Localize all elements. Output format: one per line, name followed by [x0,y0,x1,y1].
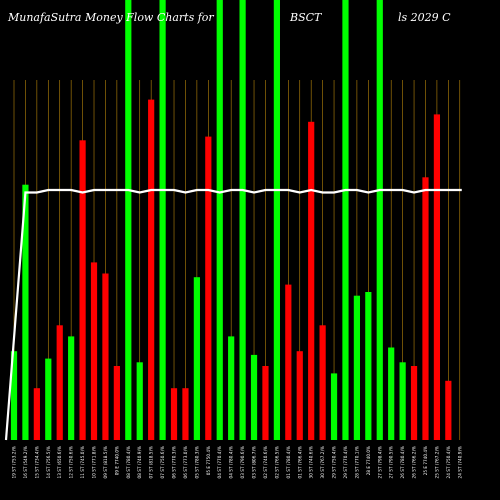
x-tick-label: 07 ST (750.6)% [160,446,165,478]
bar-18 [216,0,223,440]
x-tick-label: 06 ST (770.3)% [172,446,177,478]
x-tick-label: 07 ST (818.5)% [149,446,154,478]
chart-title: MunafaSutra Money Flow Charts for BSCT l… [0,11,500,31]
x-tick-label: 27 ST (790.5)% [389,446,394,478]
x-tick-label: 03 ST (790.6)% [240,446,245,478]
title-right: ls 2029 C [398,11,451,24]
bar-25 [296,351,303,440]
x-tick-label: 02 ST (740.6)% [263,446,268,478]
x-tick-label: 24 ST (740.9)% [457,446,462,478]
bars [10,0,452,441]
x-tick-label: 10 ST (771.8)% [92,446,97,478]
bar-21 [250,354,258,440]
x-tick-label: 04 ST (770.4)% [217,446,222,478]
x-tick-label: 26 ST (766.2)% [412,446,417,478]
x-tick-label: 13 ST (650.6)% [57,446,62,478]
bar-6 [79,140,86,441]
bar-27 [319,325,326,440]
x-tick-label: 09 E 7740.0% [114,446,119,475]
bar-26 [308,121,315,441]
bar-36 [422,177,429,441]
x-tick-label: 03 ST (806.7)% [252,446,257,478]
bar-15 [182,388,189,440]
x-tick-label: 24 ST (750.4)% [446,446,451,478]
bar-3 [45,358,52,440]
x-tick-label: 28 ST (770.1)% [354,446,359,478]
bar-28 [330,373,338,440]
bar-33 [388,347,395,440]
x-tick-label: 09 ST (818.5)% [103,446,108,478]
x-tick-label: 19 ST (753.2)% [12,446,17,478]
money-flow-line [4,188,462,441]
x-tick-label: 12 ST (750.6)% [69,446,74,478]
bar-9 [113,366,120,440]
x-tick-label: 02 ST (766.5)% [274,446,279,478]
x-tick-label: 29 ST (750.4)% [332,446,337,478]
bar-22 [262,366,269,440]
bar-29 [342,0,349,440]
bar-17 [205,136,212,440]
bar-37 [433,114,441,441]
x-tick-label: 30 ST (740.6)% [309,446,314,478]
x-tick-label: 11 ST (745.0)% [80,446,85,478]
bar-2 [33,388,40,440]
x-tick-label: 04 ST (780.4)% [229,446,234,478]
x-tick-label: 05 ST (780.3)% [194,446,199,478]
bar-10 [125,0,132,440]
x-tick-label: 08 ST (740.9)% [137,446,142,478]
title-symbol: BSCT [290,11,322,24]
bar-24 [285,284,292,440]
bar-23 [273,0,280,440]
x-tick-label: 16 ST (549.2)% [23,446,28,478]
bar-16 [193,277,200,440]
x-tick-label: 14 ST (756.5)% [46,446,51,478]
x-tick-label: 05 E 7750.4% [206,446,211,475]
bar-1 [22,184,29,440]
bar-0 [10,351,18,440]
bar-31 [365,292,372,440]
bar-32 [376,0,383,440]
x-tick-label: 30 ST (767.2)% [320,446,325,478]
bar-20 [239,0,246,440]
bar-12 [148,99,155,440]
x-tick-label: 25 ST (767.2)% [434,446,439,478]
bar-13 [159,0,166,440]
x-tick-label: 15 ST (734.4)% [34,446,39,478]
bar-19 [228,336,235,440]
bar-30 [353,295,360,440]
bar-35 [410,366,418,440]
x-tick-label: 01 ST (780.4)% [286,446,291,478]
x-tick-label: 01 ST (766.4)% [297,446,302,478]
x-tick-label: 06 ST (773.0)% [183,446,188,478]
x-tick-label: 29 ST (770.4)% [343,446,348,478]
x-tick-label: 26 ST (780.4)% [400,446,405,478]
bar-7 [90,262,98,440]
bar-4 [56,325,63,440]
bar-8 [102,273,109,440]
bar-11 [136,362,143,440]
title-left: MunafaSutra Money Flow Charts for [8,11,214,24]
bar-34 [399,362,406,440]
x-tick-label: 28 E 7740.0% [366,446,371,475]
x-tick-label: 08 ST (780.4)% [126,446,131,478]
bar-5 [68,336,75,440]
bar-14 [170,388,178,440]
x-axis-labels: 19 ST (753.2)% 16 ST (549.2)% 15 ST (734.4… [12,446,463,478]
x-tick-label: 25 E 7740.4% [423,446,428,475]
bar-38 [445,380,452,440]
x-tick-label: 27 ST (798.4)% [377,446,382,478]
